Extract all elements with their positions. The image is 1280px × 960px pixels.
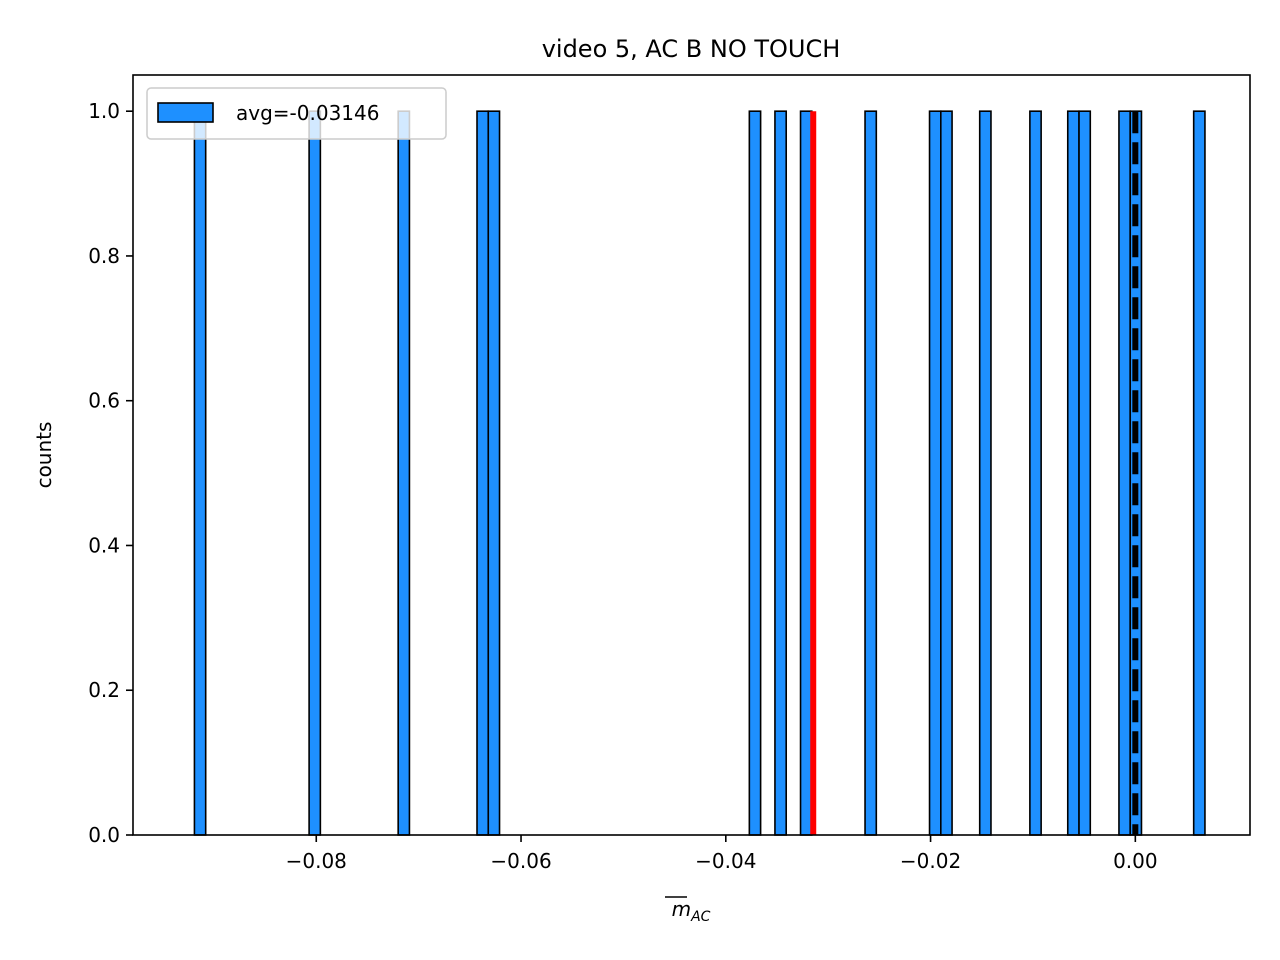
- plot-frame: [132, 74, 1251, 836]
- histogram-bar-6: [774, 110, 788, 836]
- histogram-bar-1: [308, 110, 322, 836]
- histogram-bar-2: [397, 110, 411, 836]
- histogram-bar-5: [748, 110, 762, 836]
- y-tick-label-1: 0.2: [88, 678, 120, 702]
- histogram-bar-4: [487, 110, 501, 836]
- histogram-bar-10: [940, 110, 953, 836]
- svg-text:mAC: mAC: [672, 897, 711, 925]
- y-tick-label-5: 1.0: [88, 99, 120, 123]
- histogram-bar-13: [1066, 110, 1080, 836]
- histogram-bar-3: [476, 110, 490, 836]
- legend-label: avg=-0.03146: [236, 101, 379, 125]
- histogram-bar-7: [799, 110, 813, 836]
- y-axis-ticks: 0.0 0.2 0.4 0.6 0.8 1.0: [88, 99, 133, 847]
- y-tick-label-0: 0.0: [88, 823, 120, 847]
- y-tick-label-3: 0.6: [88, 389, 120, 413]
- x-axis-label: mAC: [665, 896, 711, 925]
- chart-title: video 5, AC B NO TOUCH: [542, 35, 841, 63]
- x-tick-label-3: −0.02: [900, 849, 961, 873]
- x-tick-label-2: −0.04: [695, 849, 756, 873]
- x-axis-ticks: −0.08 −0.06 −0.04 −0.02 0.00: [286, 835, 1158, 873]
- histogram-bar-8: [864, 110, 878, 836]
- legend-swatch: [157, 102, 214, 123]
- y-axis-label: counts: [32, 422, 56, 489]
- legend-box: [146, 87, 447, 140]
- y-tick-label-2: 0.4: [88, 533, 120, 557]
- x-axis-label-main: m: [672, 897, 691, 921]
- histogram-bar-9: [928, 110, 942, 836]
- histogram-bar-17: [1192, 110, 1206, 836]
- histogram-bar-15: [1118, 110, 1132, 836]
- histogram-bar-12: [1029, 110, 1042, 836]
- x-tick-label-0: −0.08: [286, 849, 347, 873]
- legend: avg=-0.03146: [146, 87, 447, 140]
- reference-lines: [810, 111, 1139, 835]
- histogram-bar-11: [978, 110, 992, 836]
- x-tick-label-1: −0.06: [490, 849, 551, 873]
- x-tick-label-4: 0.00: [1113, 849, 1158, 873]
- x-axis-label-subscript: AC: [690, 909, 711, 925]
- histogram-bar-14: [1078, 110, 1092, 836]
- histogram-bars: [193, 110, 1206, 836]
- y-tick-label-4: 0.8: [88, 244, 120, 268]
- histogram-bar-0: [193, 110, 207, 836]
